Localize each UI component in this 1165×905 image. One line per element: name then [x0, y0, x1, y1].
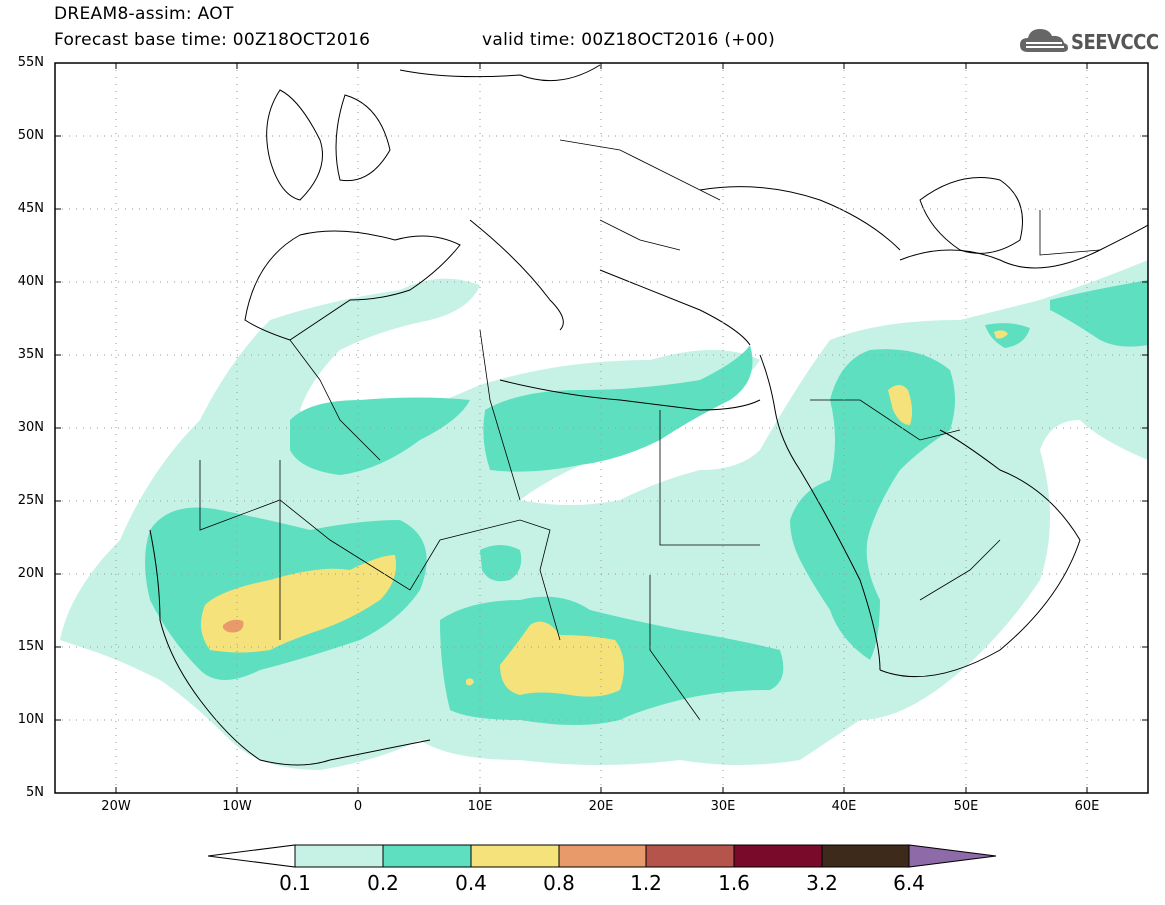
lon-label: 0: [353, 799, 363, 814]
colorbar-arrow-low: [207, 844, 296, 868]
colorbar-swatch-4: [558, 844, 647, 868]
lon-label: 20W: [101, 799, 131, 814]
lat-label: 35N: [17, 347, 44, 362]
lat-label: 15N: [17, 639, 44, 654]
valid-time: valid time: 00Z18OCT2016 (+00): [482, 30, 776, 50]
lon-label: 40E: [831, 799, 857, 814]
lon-label: 50E: [953, 799, 979, 814]
colorbar-swatch-1: [294, 844, 384, 868]
lat-label: 5N: [26, 785, 44, 800]
colorbar-arrow-high: [908, 844, 997, 868]
lat-label: 10N: [17, 712, 44, 727]
lon-label: 10W: [222, 799, 252, 814]
colorbar-label: 0.4: [455, 871, 487, 895]
colorbar-swatch-5: [645, 844, 735, 868]
country-borders: [199, 139, 1101, 721]
chart-title: DREAM8-assim: AOT: [54, 4, 234, 24]
colorbar-label: 1.2: [630, 871, 662, 895]
colorbar-label: 0.2: [367, 871, 399, 895]
lon-label: 10E: [467, 799, 493, 814]
lat-label: 55N: [17, 55, 44, 70]
aot-level-0-8: [223, 619, 244, 633]
lat-label: 20N: [17, 566, 44, 581]
colorbar-label: 0.1: [279, 871, 311, 895]
lon-label: 60E: [1074, 799, 1100, 814]
lat-label: 45N: [17, 201, 44, 216]
colorbar-label: 1.6: [718, 871, 750, 895]
colorbar-swatch-6: [733, 844, 823, 868]
lat-label: 40N: [17, 274, 44, 289]
lat-label: 25N: [17, 493, 44, 508]
colorbar-swatch-2: [382, 844, 472, 868]
forecast-base-time: Forecast base time: 00Z18OCT2016: [54, 30, 371, 50]
lat-label: 50N: [17, 128, 44, 143]
colorbar-swatch-3: [470, 844, 560, 868]
aot-fields: [60, 64, 1148, 770]
colorbar-label: 0.8: [543, 871, 575, 895]
colorbar: [207, 844, 997, 868]
colorbar-label: 3.2: [806, 871, 838, 895]
cloud-icon: [1020, 29, 1068, 52]
logo-text: SEEVCCC: [1071, 30, 1159, 54]
tick-marks: [55, 62, 1148, 793]
lat-label: 30N: [17, 420, 44, 435]
coastlines: [149, 64, 1148, 766]
gridlines: [55, 63, 1148, 793]
seevccc-logo: SEEVCCC: [1018, 24, 1159, 58]
colorbar-label: 6.4: [893, 871, 925, 895]
lon-label: 20E: [588, 799, 614, 814]
lon-label: 30E: [710, 799, 736, 814]
aot-level-0-4: [201, 330, 1008, 697]
colorbar-swatch-7: [821, 844, 910, 868]
